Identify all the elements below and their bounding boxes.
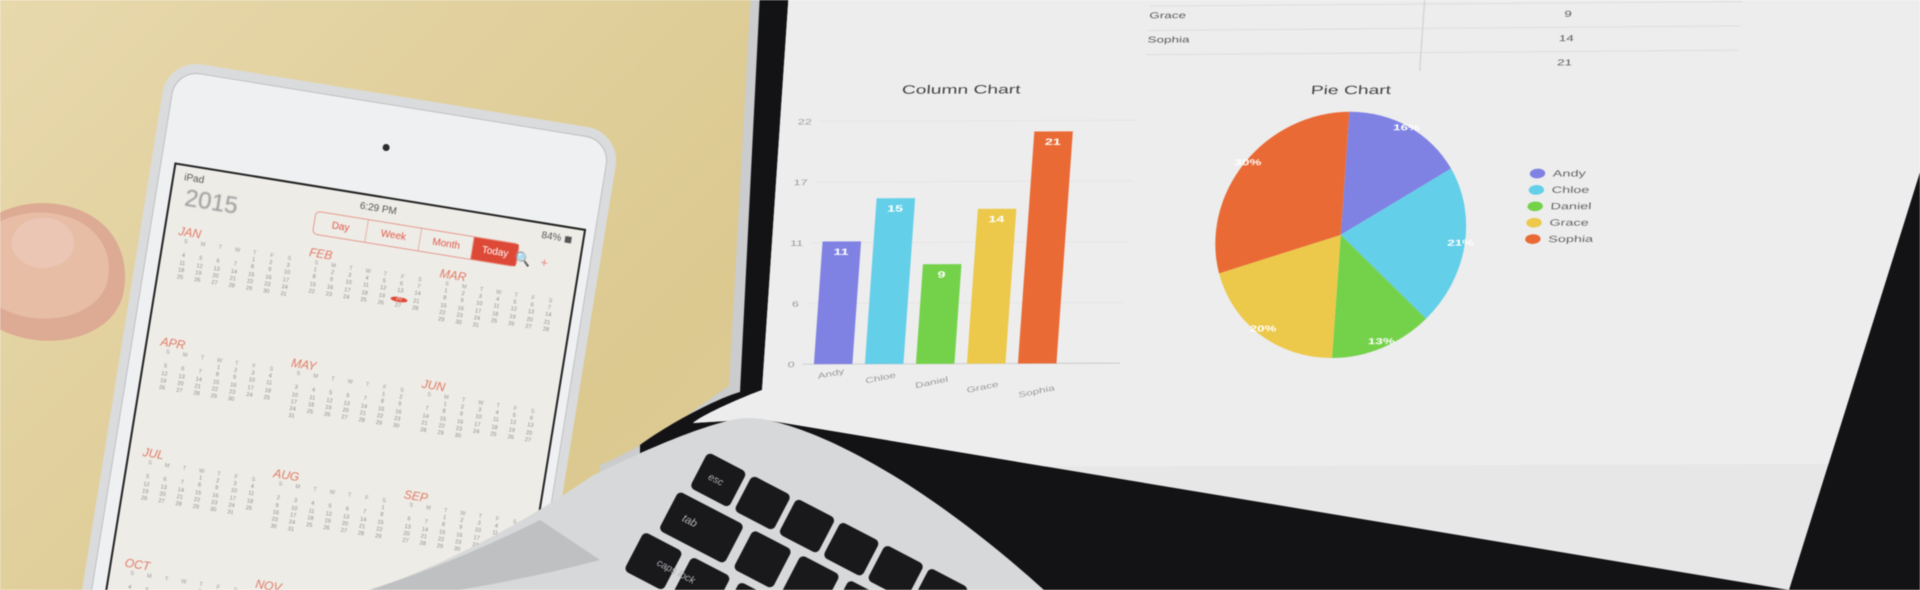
svg-text:11: 11 [833,247,849,258]
svg-text:Grace: Grace [1549,217,1589,228]
svg-text:Sophia: Sophia [1548,234,1594,245]
svg-text:6: 6 [792,301,800,309]
svg-text:9: 9 [1564,10,1572,19]
svg-text:Pie Chart: Pie Chart [1310,83,1392,97]
svg-text:21%: 21% [1447,239,1475,248]
svg-text:21: 21 [1557,59,1573,68]
svg-text:13%: 13% [1367,337,1395,346]
svg-text:Andy: Andy [1553,168,1587,179]
svg-text:21: 21 [1044,137,1061,148]
svg-text:15: 15 [887,203,904,214]
svg-text:Daniel: Daniel [1550,201,1592,212]
svg-text:Grace: Grace [1149,11,1186,20]
svg-text:16%: 16% [1393,123,1421,132]
svg-text:Column Chart: Column Chart [901,83,1021,97]
svg-text:0: 0 [787,361,795,369]
svg-text:14: 14 [1558,34,1574,43]
svg-text:9: 9 [937,269,946,280]
svg-text:22: 22 [798,118,813,126]
svg-text:Sophia: Sophia [1147,36,1190,45]
svg-text:30%: 30% [1234,158,1262,167]
svg-text:Chloe: Chloe [1551,184,1590,195]
svg-text:17: 17 [793,179,808,187]
svg-text:14: 14 [988,214,1005,225]
svg-text:11: 11 [790,240,804,248]
svg-text:20%: 20% [1249,325,1277,334]
